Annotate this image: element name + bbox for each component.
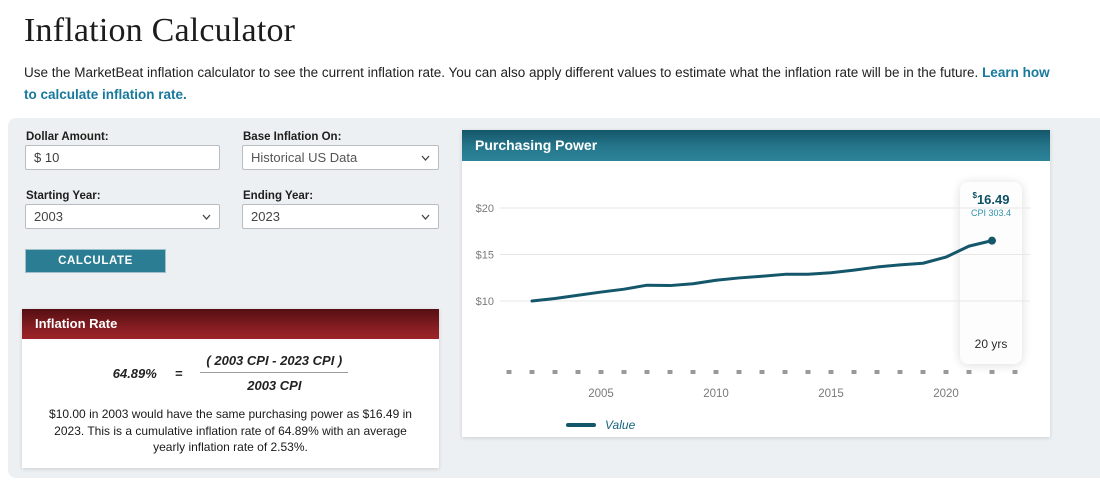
chevron-down-icon: [202, 214, 211, 220]
chevron-down-icon: [421, 155, 430, 161]
inflation-formula: 64.89% = ( 2003 CPI - 2023 CPI ) 2003 CP…: [22, 353, 439, 393]
page-title: Inflation Calculator: [24, 12, 296, 49]
starting-year-value: 2003: [34, 209, 63, 224]
formula-fraction: ( 2003 CPI - 2023 CPI ) 2003 CPI: [200, 353, 349, 393]
line-chart-plot-area[interactable]: $10 $15 $20 2005 2010 2015 2020: [462, 161, 1050, 437]
base-inflation-label: Base Inflation On:: [243, 131, 342, 143]
inflation-rate-card: Inflation Rate 64.89% = ( 2003 CPI - 202…: [22, 309, 439, 468]
chevron-down-icon: [421, 214, 430, 220]
formula-denominator: 2003 CPI: [247, 378, 302, 393]
purchasing-power-card: Purchasing Power $16.49 CPI 303.4 20 yrs…: [462, 130, 1050, 437]
purchasing-power-header: Purchasing Power: [462, 130, 1050, 161]
svg-text:2005: 2005: [588, 388, 614, 400]
svg-text:2010: 2010: [703, 388, 729, 400]
svg-text:$15: $15: [476, 250, 494, 262]
tooltip-currency: $: [972, 191, 977, 200]
formula-equals: =: [174, 365, 183, 381]
svg-text:$10: $10: [476, 296, 494, 308]
page-description: Use the MarketBeat inflation calculator …: [24, 62, 1056, 106]
chart-legend: Value: [566, 418, 635, 432]
formula-numerator: ( 2003 CPI - 2023 CPI ): [200, 353, 349, 373]
formula-result: 64.89%: [112, 365, 157, 381]
ending-year-value: 2023: [251, 209, 280, 224]
tooltip-value: $16.49: [960, 191, 1022, 207]
tooltip-span: 20 yrs: [974, 337, 1008, 351]
legend-label: Value: [605, 418, 636, 432]
inflation-rate-header: Inflation Rate: [22, 309, 439, 339]
ending-year-label: Ending Year:: [243, 190, 314, 202]
starting-year-select[interactable]: 2003: [25, 204, 220, 229]
tooltip-cpi: CPI 303.4: [970, 208, 1012, 218]
ending-year-select[interactable]: 2023: [242, 204, 439, 229]
starting-year-label: Starting Year:: [26, 190, 101, 202]
chart-body: $16.49 CPI 303.4 20 yrs $10 $15 $20 2005 201…: [462, 161, 1050, 437]
dollar-amount-label: Dollar Amount:: [26, 131, 109, 143]
legend-line-swatch: [566, 423, 596, 427]
svg-text:2015: 2015: [818, 388, 844, 400]
tooltip-amount: 16.49: [976, 192, 1010, 207]
chart-tooltip: $16.49 CPI 303.4 20 yrs: [960, 182, 1022, 364]
inflation-summary-text: $10.00 in 2003 would have the same purch…: [49, 407, 412, 454]
dollar-amount-input[interactable]: [25, 145, 220, 170]
base-inflation-value: Historical US Data: [251, 150, 358, 165]
base-inflation-select[interactable]: Historical US Data: [242, 145, 439, 170]
calculate-button[interactable]: CALCULATE: [25, 249, 166, 273]
learn-more-link[interactable]: Learn how to calculate inflation rate.: [24, 65, 1050, 102]
svg-text:$20: $20: [476, 203, 494, 215]
svg-text:2020: 2020: [933, 388, 959, 400]
description-text: Use the MarketBeat inflation calculator …: [24, 65, 983, 80]
